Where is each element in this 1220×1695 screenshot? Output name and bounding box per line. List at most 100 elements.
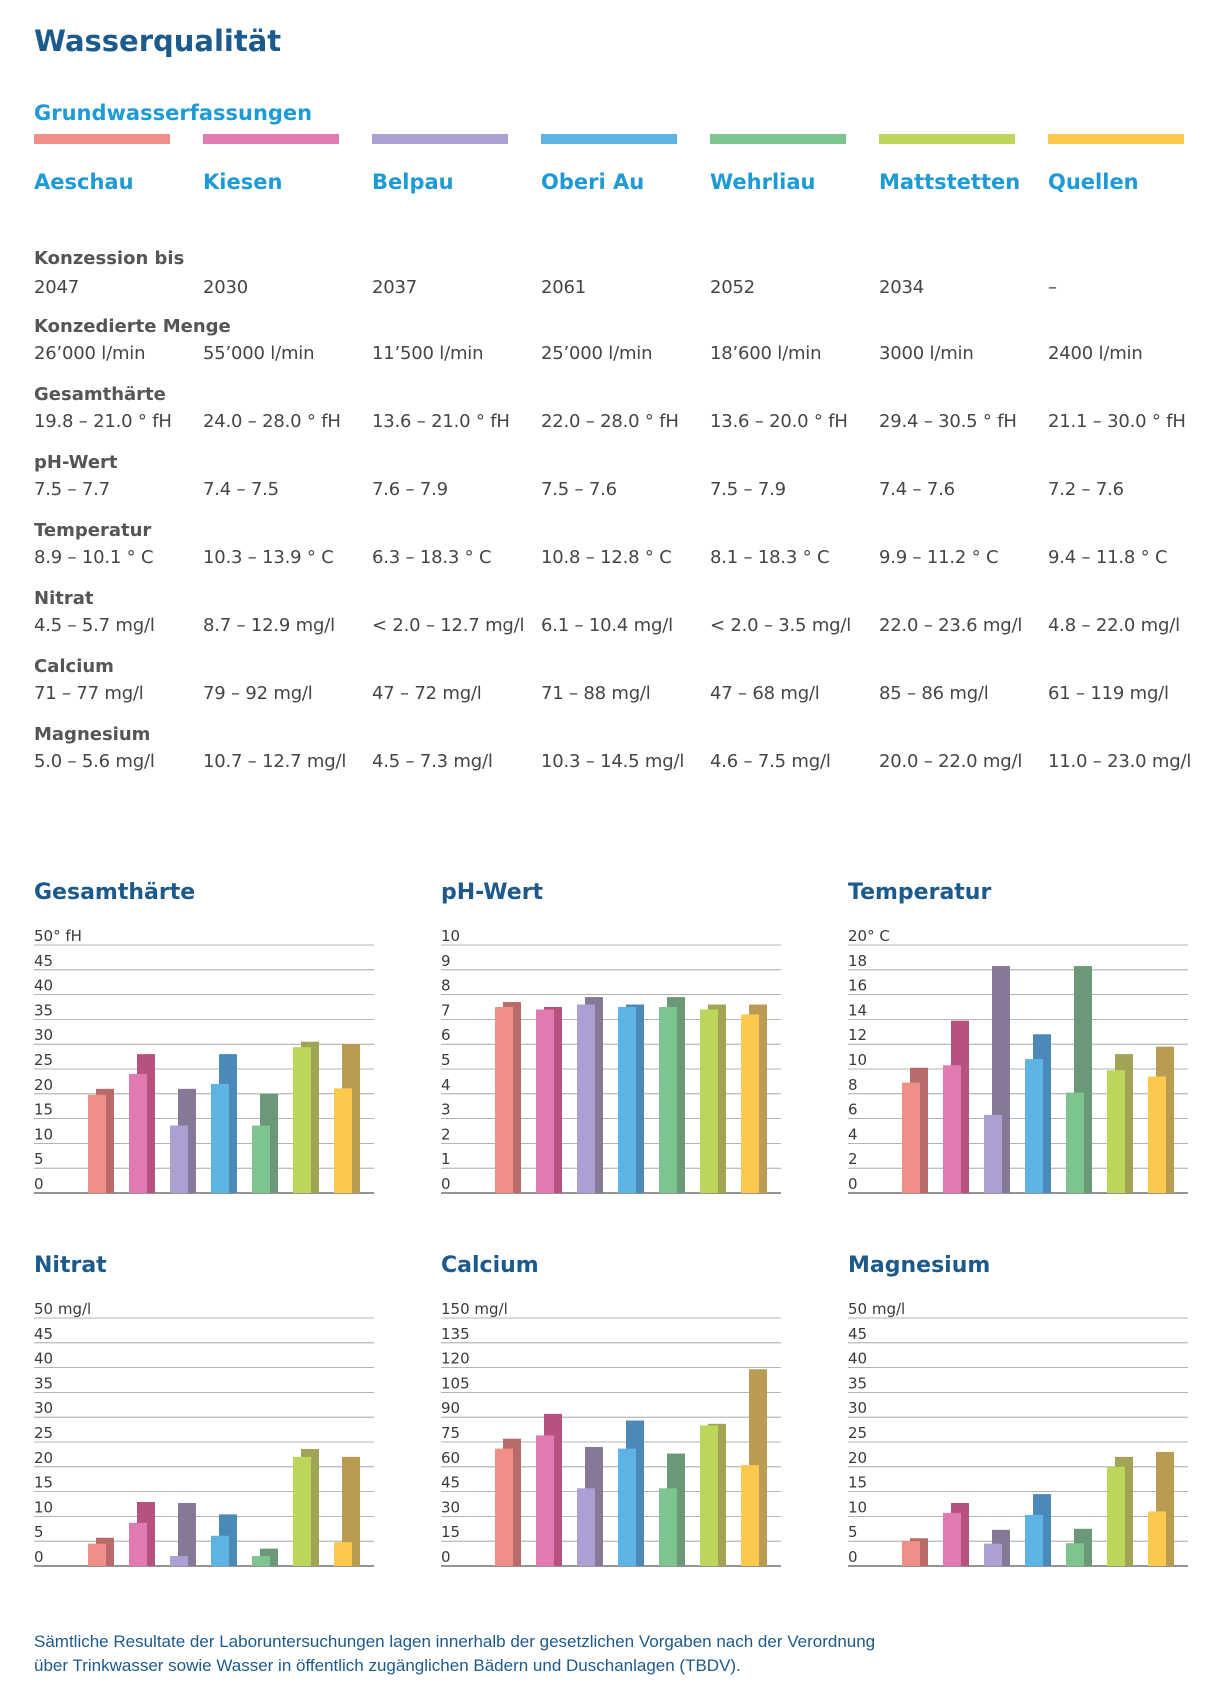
y-tick-label: 8 bbox=[441, 977, 451, 995]
table-cell: 71 – 77 mg/l bbox=[34, 683, 144, 704]
y-tick-label: 10 bbox=[848, 1498, 867, 1516]
chart-title: Nitrat bbox=[34, 1253, 107, 1278]
table-cell: 85 – 86 mg/l bbox=[879, 683, 989, 704]
table-cell: 7.5 – 7.9 bbox=[710, 479, 786, 500]
y-tick-label: 5 bbox=[34, 1150, 44, 1168]
bar-min bbox=[1066, 1543, 1084, 1566]
row-label: Magnesium bbox=[34, 724, 151, 745]
bar-min bbox=[1107, 1070, 1125, 1193]
y-tick-label: 35 bbox=[34, 1001, 53, 1019]
bar-max bbox=[178, 1503, 196, 1566]
bar-min bbox=[293, 1456, 311, 1566]
table-cell: 11’500 l/min bbox=[372, 343, 484, 364]
table-cell: 7.4 – 7.6 bbox=[879, 479, 955, 500]
table-cell: 47 – 68 mg/l bbox=[710, 683, 820, 704]
bar-min bbox=[495, 1448, 513, 1566]
y-tick-label: 105 bbox=[441, 1374, 470, 1392]
bar-chart-3: 0 2 4 6 8 10 12 14 16 18 20° C bbox=[848, 927, 1188, 1194]
bar-min bbox=[577, 1488, 595, 1566]
bar-min bbox=[984, 1543, 1002, 1566]
column-header: Wehrliau bbox=[710, 170, 816, 194]
page-title: Wasserqualität bbox=[34, 24, 282, 58]
table-cell: 10.7 – 12.7 mg/l bbox=[203, 751, 347, 772]
table-cell: 2052 bbox=[710, 277, 756, 298]
y-tick-label: 4 bbox=[441, 1076, 451, 1094]
bar-min bbox=[1066, 1092, 1084, 1193]
table-cell: 3000 l/min bbox=[879, 343, 974, 364]
y-tick-label: 0 bbox=[848, 1175, 858, 1193]
table-cell: 4.5 – 7.3 mg/l bbox=[372, 751, 493, 772]
y-tick-label: 0 bbox=[34, 1548, 44, 1566]
bar-min bbox=[129, 1073, 147, 1193]
table-cell: 9.9 – 11.2 ° C bbox=[879, 547, 999, 568]
table-cell: 2037 bbox=[372, 277, 418, 298]
bar-min bbox=[536, 1435, 554, 1566]
y-tick-label: 30 bbox=[34, 1026, 53, 1044]
table-cell: 24.0 – 28.0 ° fH bbox=[203, 411, 341, 432]
bar-min bbox=[334, 1088, 352, 1193]
table-cell: 21.1 – 30.0 ° fH bbox=[1048, 411, 1186, 432]
chart-title: Temperatur bbox=[848, 880, 992, 905]
table-cell: 2400 l/min bbox=[1048, 343, 1143, 364]
table-cell: 19.8 – 21.0 ° fH bbox=[34, 411, 172, 432]
table-cell: 7.5 – 7.7 bbox=[34, 479, 110, 500]
bar-min bbox=[170, 1556, 188, 1566]
y-tick-label: 40 bbox=[34, 977, 53, 995]
y-tick-label: 45 bbox=[34, 1325, 53, 1343]
y-tick-label: 20 bbox=[34, 1076, 53, 1094]
bar-min bbox=[741, 1465, 759, 1566]
y-tick-label: 60 bbox=[441, 1449, 460, 1467]
table-cell: 5.0 – 5.6 mg/l bbox=[34, 751, 155, 772]
table-cell: 8.7 – 12.9 mg/l bbox=[203, 615, 335, 636]
column-header: Quellen bbox=[1048, 170, 1139, 194]
chart-title: pH-Wert bbox=[441, 880, 544, 905]
y-tick-label: 90 bbox=[441, 1399, 460, 1417]
y-tick-label: 1 bbox=[441, 1150, 451, 1168]
table-cell: 9.4 – 11.8 ° C bbox=[1048, 547, 1168, 568]
bar-min bbox=[536, 1009, 554, 1193]
table-cell: < 2.0 – 12.7 mg/l bbox=[372, 615, 525, 636]
y-tick-label: 0 bbox=[441, 1175, 451, 1193]
table-cell: 18’600 l/min bbox=[710, 343, 822, 364]
table-cell: 4.5 – 5.7 mg/l bbox=[34, 615, 155, 636]
y-tick-label: 20 bbox=[848, 1449, 867, 1467]
y-tick-label: 7 bbox=[441, 1001, 451, 1019]
bar-min bbox=[659, 1007, 677, 1193]
bar-min bbox=[902, 1082, 920, 1193]
y-tick-label: 25 bbox=[848, 1424, 867, 1442]
y-tick-label: 5 bbox=[441, 1051, 451, 1069]
bar-min bbox=[252, 1125, 270, 1193]
bar-chart-4: 0 5 10 15 20 25 30 35 40 45 50 mg/l bbox=[34, 1300, 374, 1567]
footnote: Sämtliche Resultate der Laboruntersuchun… bbox=[34, 1630, 1034, 1678]
table-cell: 47 – 72 mg/l bbox=[372, 683, 482, 704]
bar-min bbox=[1025, 1514, 1043, 1566]
y-tick-label: 25 bbox=[34, 1424, 53, 1442]
color-strip-4 bbox=[541, 134, 677, 144]
y-tick-label: 15 bbox=[34, 1474, 53, 1492]
bar-min bbox=[618, 1007, 636, 1193]
table-cell: 7.2 – 7.6 bbox=[1048, 479, 1124, 500]
table-cell: 2034 bbox=[879, 277, 925, 298]
y-tick-label: 12 bbox=[848, 1026, 867, 1044]
table-cell: 10.3 – 13.9 ° C bbox=[203, 547, 334, 568]
bar-min bbox=[293, 1047, 311, 1193]
table-cell: 13.6 – 21.0 ° fH bbox=[372, 411, 510, 432]
column-header: Aeschau bbox=[34, 170, 134, 194]
y-tick-label: 20° C bbox=[848, 927, 890, 945]
section-title: Grundwasserfassungen bbox=[34, 101, 313, 125]
y-tick-label: 6 bbox=[441, 1026, 451, 1044]
row-label: pH-Wert bbox=[34, 452, 118, 473]
y-tick-label: 150 mg/l bbox=[441, 1300, 508, 1318]
table-cell: 79 – 92 mg/l bbox=[203, 683, 313, 704]
table-cell: 2061 bbox=[541, 277, 587, 298]
color-strip-3 bbox=[372, 134, 508, 144]
bar-min bbox=[211, 1083, 229, 1193]
row-label: Nitrat bbox=[34, 588, 94, 609]
y-tick-label: 2 bbox=[848, 1150, 858, 1168]
table-cell: 26’000 l/min bbox=[34, 343, 146, 364]
bar-min bbox=[984, 1114, 1002, 1193]
bar-min bbox=[1148, 1076, 1166, 1193]
y-tick-label: 35 bbox=[848, 1374, 867, 1392]
bar-min bbox=[170, 1125, 188, 1193]
bar-min bbox=[252, 1556, 270, 1566]
